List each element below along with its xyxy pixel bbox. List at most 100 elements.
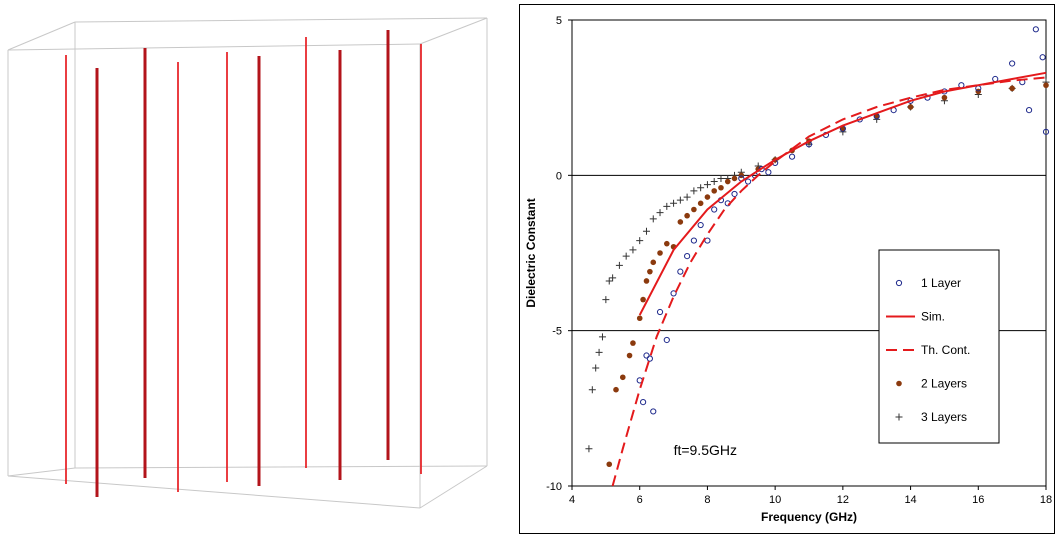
data-point <box>684 253 691 260</box>
box-edge-4 <box>74 17 488 23</box>
legend-label: Th. Cont. <box>921 343 970 357</box>
data-point <box>731 175 738 182</box>
y-axis-label: Dielectric Constant <box>524 198 538 307</box>
dielectric-constant-chart: 4 6 8 10 12 14 16 18 -10 -5 0 5 Frequency (GHz) Die… <box>524 15 1052 524</box>
plot-border <box>571 19 1047 487</box>
box-edge-10 <box>419 465 488 509</box>
box-edge-1 <box>7 43 421 51</box>
data-point <box>663 336 670 344</box>
data-point <box>1009 60 1016 67</box>
data-point <box>697 200 704 207</box>
data-point <box>718 184 724 191</box>
series-line-th-cont <box>611 76 1047 487</box>
y-tick-label: -5 <box>552 326 562 338</box>
data-point <box>941 94 948 101</box>
data-point <box>744 178 752 185</box>
data-point <box>647 268 653 275</box>
data-point <box>642 227 650 235</box>
data-point <box>585 445 593 453</box>
y-tick-label: 0 <box>556 170 562 182</box>
data-point <box>690 237 697 244</box>
data-point <box>765 169 772 176</box>
x-tick-label: 18 <box>1040 494 1052 506</box>
data-point <box>703 181 711 189</box>
data-point <box>588 386 596 394</box>
box-edge-3 <box>7 21 76 51</box>
data-point <box>629 246 637 254</box>
data-point <box>677 268 684 275</box>
data-point <box>690 187 698 195</box>
x-tick-label: 10 <box>769 494 781 506</box>
data-point <box>676 196 684 204</box>
data-point <box>602 296 610 304</box>
data-point <box>640 296 646 303</box>
data-point <box>873 113 880 120</box>
data-point <box>670 199 678 207</box>
data-point <box>657 250 663 256</box>
legend-label: Sim. <box>921 310 945 324</box>
data-point <box>650 408 657 415</box>
data-point <box>636 237 644 245</box>
series-layer <box>585 26 1050 487</box>
data-point <box>697 221 704 229</box>
y-tick-label: -10 <box>546 481 562 493</box>
data-point <box>646 355 653 362</box>
data-point <box>670 290 677 297</box>
data-point <box>598 333 606 341</box>
data-point <box>677 219 684 225</box>
chart-frame <box>519 4 1055 534</box>
data-point <box>710 178 718 186</box>
data-point <box>907 104 914 110</box>
legend-label: 1 Layer <box>921 276 961 290</box>
data-point <box>656 308 664 316</box>
data-point <box>619 374 626 381</box>
data-point <box>650 259 657 266</box>
box-edge-12 <box>74 465 488 469</box>
wire-array-3d-view <box>7 17 488 509</box>
data-point <box>697 184 705 192</box>
legend-symbol <box>895 279 903 287</box>
data-point <box>1043 82 1049 89</box>
bounding-box <box>7 17 488 509</box>
data-point <box>724 178 731 185</box>
legend-label: 3 Layers <box>921 410 967 424</box>
x-tick-label: 12 <box>837 494 849 506</box>
data-point <box>738 172 745 179</box>
data-point <box>684 212 690 219</box>
data-point <box>592 364 600 372</box>
wire-array <box>65 30 422 497</box>
data-point <box>606 461 613 468</box>
box-edge-9 <box>7 475 421 509</box>
data-point <box>613 386 619 393</box>
data-point <box>1025 106 1033 114</box>
data-point <box>643 352 650 359</box>
data-point <box>630 340 636 346</box>
x-tick-label: 16 <box>972 494 984 506</box>
legend-label: 2 Layers <box>921 377 967 391</box>
legend-symbol <box>895 413 903 421</box>
data-point <box>656 209 664 217</box>
data-point <box>1009 85 1015 92</box>
series-2-layers <box>606 82 1049 468</box>
x-tick-label: 14 <box>904 494 916 506</box>
data-point <box>609 274 617 282</box>
x-tick-label: 8 <box>704 494 710 506</box>
data-point <box>605 277 613 285</box>
data-point <box>595 348 603 356</box>
y-tick-label: 5 <box>556 15 562 27</box>
cutoff-annotation: ft=9.5GHz <box>674 442 737 458</box>
series-line-sim <box>638 71 1047 316</box>
data-point <box>615 261 623 269</box>
data-point <box>664 240 670 247</box>
x-axis-label: Frequency (GHz) <box>761 510 857 524</box>
data-point <box>1039 54 1046 61</box>
legend-box <box>878 249 1000 444</box>
x-tick-label: 6 <box>637 494 643 506</box>
data-point <box>1042 128 1050 135</box>
box-edge-11 <box>7 467 76 477</box>
data-point <box>731 190 738 198</box>
data-point <box>643 278 650 284</box>
legend: 1 Layer Sim. Th. Cont. 2 Layers 3 Layers <box>878 249 1000 444</box>
box-edge-2 <box>419 17 488 45</box>
data-point <box>711 188 717 194</box>
